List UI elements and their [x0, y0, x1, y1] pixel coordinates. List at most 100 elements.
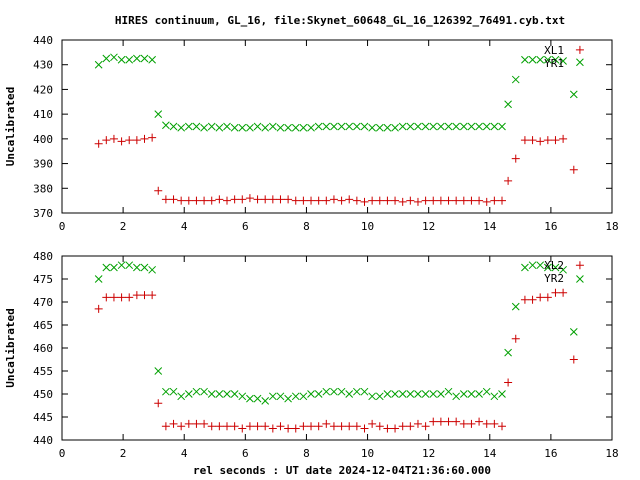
data-point — [329, 422, 338, 431]
data-point — [184, 196, 193, 205]
y-tick-label: 450 — [33, 388, 53, 401]
y-tick-label: 420 — [33, 83, 53, 96]
data-point — [569, 355, 578, 364]
data-point — [421, 196, 430, 205]
data-point — [511, 302, 520, 311]
legend-label: YR2 — [544, 272, 564, 285]
data-point — [391, 390, 399, 398]
data-point — [437, 122, 445, 131]
data-point — [521, 263, 529, 272]
data-point — [299, 392, 308, 401]
data-point — [551, 136, 560, 145]
y-tick-label: 380 — [33, 182, 53, 195]
data-point — [322, 122, 331, 131]
data-point — [345, 122, 354, 131]
data-point — [207, 422, 216, 431]
data-point — [169, 387, 178, 396]
data-point — [314, 196, 323, 205]
series-YR1 — [94, 45, 584, 206]
data-point — [421, 390, 430, 398]
data-point — [360, 122, 369, 131]
data-point — [406, 422, 415, 431]
data-point — [284, 123, 292, 132]
data-point — [414, 122, 422, 131]
data-point — [177, 123, 186, 132]
data-point — [504, 378, 513, 387]
data-point — [375, 392, 384, 401]
data-point — [482, 419, 491, 428]
data-point — [102, 263, 111, 272]
data-point — [368, 123, 376, 132]
data-point — [429, 390, 438, 398]
data-point — [498, 390, 506, 398]
data-point — [307, 390, 315, 398]
data-point — [148, 55, 156, 64]
data-point — [391, 196, 400, 205]
series-YR2 — [94, 261, 584, 433]
data-point — [223, 122, 231, 131]
data-point — [536, 293, 545, 302]
data-point — [154, 186, 163, 195]
x-tick-label: 0 — [59, 447, 66, 460]
data-point — [490, 122, 499, 131]
data-point — [94, 275, 103, 283]
data-point — [375, 123, 384, 132]
data-point — [528, 295, 537, 304]
data-point — [467, 196, 476, 205]
data-point — [551, 263, 560, 272]
data-point — [207, 390, 216, 398]
data-point — [330, 122, 338, 131]
data-point — [184, 390, 193, 398]
data-point — [383, 196, 392, 205]
data-point — [148, 133, 157, 142]
data-point — [490, 392, 499, 401]
data-point — [511, 334, 520, 343]
data-point — [559, 265, 567, 274]
data-point — [117, 261, 126, 270]
data-point — [452, 196, 461, 205]
data-point — [148, 265, 156, 274]
data-point — [360, 197, 369, 206]
y-tick-label: 475 — [33, 273, 53, 286]
bottom-panel: 0 2 4 6 8 10 12 14 16 18 440 445 450 455 460 465 470 475 4… — [4, 250, 619, 477]
data-point — [360, 387, 369, 396]
data-point — [322, 196, 331, 205]
data-point — [299, 123, 308, 132]
data-point — [490, 196, 499, 205]
data-point — [268, 424, 277, 433]
data-point — [117, 137, 126, 146]
data-point — [299, 422, 308, 431]
x-tick-label: 6 — [242, 220, 249, 233]
data-point — [429, 196, 438, 205]
data-point — [391, 123, 399, 132]
data-point — [551, 55, 560, 64]
x-axis-label: rel seconds : UT date 2024-12-04T21:36:6… — [193, 464, 491, 477]
x-tick-label: 2 — [120, 220, 127, 233]
data-point — [230, 123, 239, 132]
data-point — [291, 196, 300, 205]
data-point — [543, 293, 552, 302]
data-point — [284, 195, 293, 204]
data-point — [140, 134, 149, 143]
x-tick-label: 14 — [483, 220, 497, 233]
data-point — [398, 422, 407, 431]
y-tick-label: 430 — [33, 59, 53, 72]
data-point — [268, 195, 277, 204]
x-tick-label: 12 — [422, 447, 435, 460]
data-point — [261, 195, 270, 204]
data-point — [482, 122, 491, 131]
data-point — [352, 422, 361, 431]
data-point — [383, 123, 392, 132]
data-point — [238, 424, 247, 433]
data-point — [368, 419, 377, 428]
data-point — [352, 196, 361, 205]
x-tick-label: 8 — [303, 220, 310, 233]
data-point — [291, 392, 300, 401]
data-point — [215, 195, 224, 204]
data-point — [543, 263, 552, 272]
data-point — [536, 137, 545, 146]
data-point — [475, 417, 484, 426]
data-point — [169, 419, 178, 428]
data-point — [184, 122, 193, 131]
data-point — [132, 136, 141, 145]
